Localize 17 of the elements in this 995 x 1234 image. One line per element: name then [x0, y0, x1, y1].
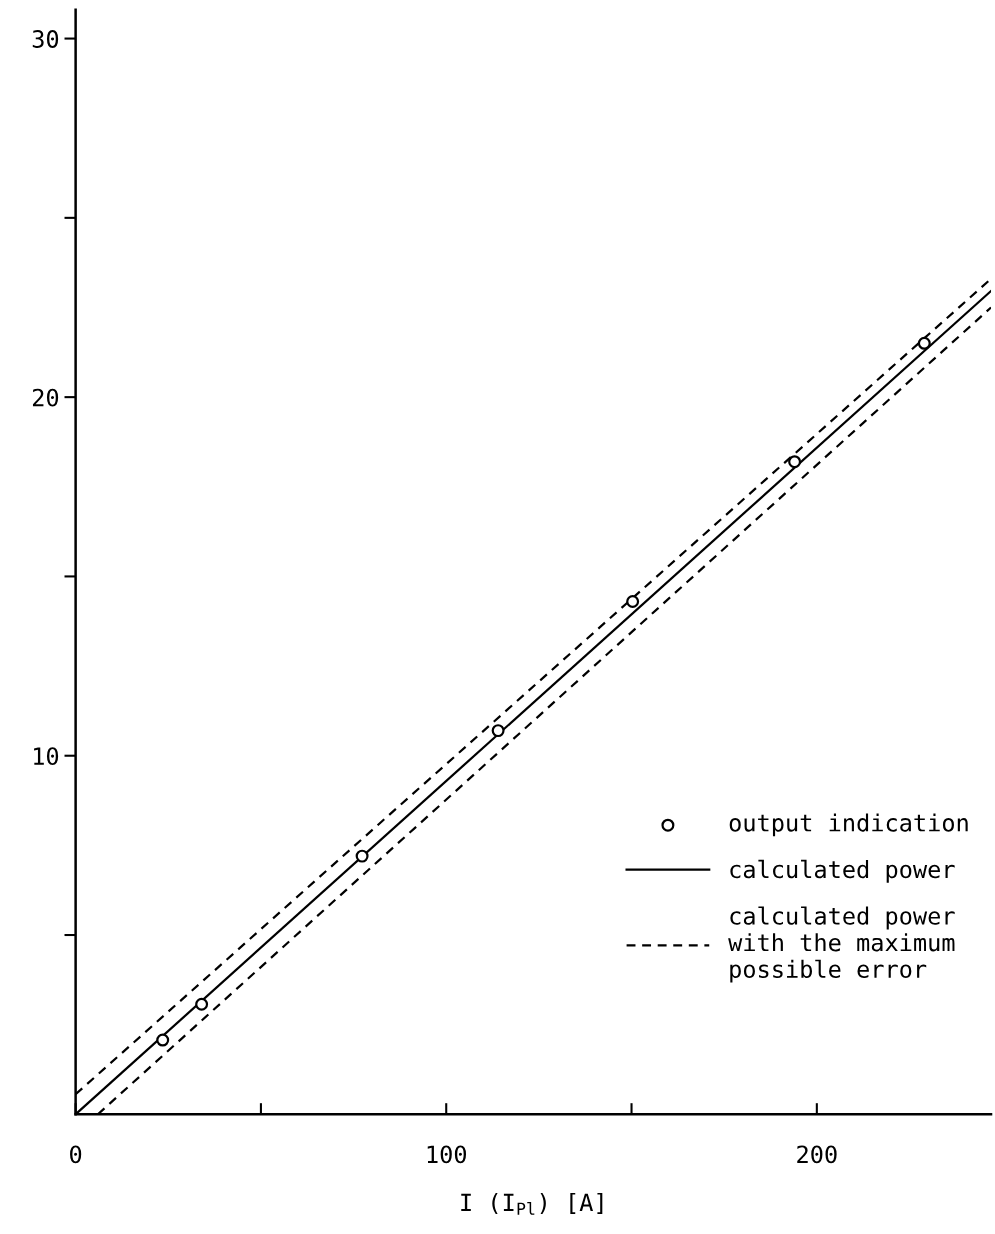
point [156, 1033, 170, 1047]
point [491, 724, 505, 738]
x-axis-title: I (I$_{Pl}$) [A] [461, 1192, 603, 1215]
point [917, 336, 931, 350]
point [788, 455, 802, 469]
point [195, 997, 209, 1011]
x-tick-label: 0 [70, 1145, 82, 1164]
legend-label: calculated power [730, 859, 955, 883]
point [626, 595, 640, 609]
y-tick-label: 10 [34, 747, 59, 766]
point [355, 849, 369, 863]
x-tick-label: 100 [427, 1145, 467, 1164]
legend-label: output indication [729, 813, 968, 837]
y-tick-label: 20 [32, 388, 59, 407]
legend-label: calculated power with the maximum possible error [728, 906, 955, 983]
x-tick-label: 200 [797, 1145, 837, 1164]
y-tick-label: 30 [32, 30, 59, 48]
